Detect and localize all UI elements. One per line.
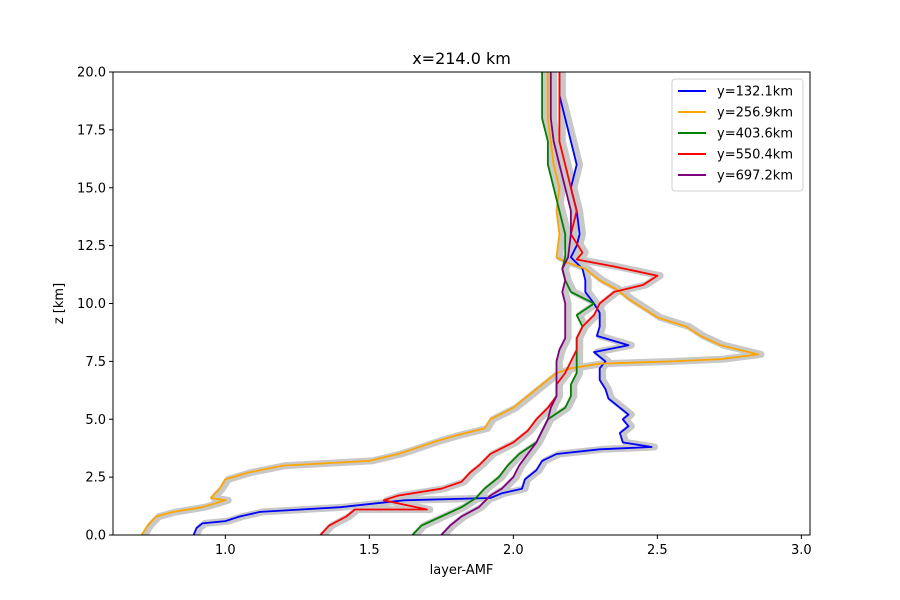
y-tick-label: 2.5: [85, 471, 106, 486]
y-tick-label: 0.0: [85, 529, 106, 544]
series-line-3: [319, 72, 659, 535]
chart-title: x=214.0 km: [412, 49, 511, 68]
y-tick-label: 10.0: [77, 297, 106, 312]
uncertainty-band-3: [319, 72, 664, 535]
y-tick-label: 5.0: [85, 413, 106, 428]
series-line-1: [141, 72, 760, 535]
legend: y=132.1km y=256.9km y=403.6km y=550.4km y=69…: [671, 78, 804, 192]
legend-label: y=550.4km: [717, 148, 793, 163]
series-line-0: [192, 72, 653, 535]
y-tick-label: 17.5: [77, 123, 106, 138]
x-tick-label: 3.0: [791, 543, 812, 558]
x-tick-label: 2.0: [503, 543, 524, 558]
y-tick-label: 20.0: [77, 66, 106, 81]
x-axis: 1.0 1.5 2.0 2.5 3.0: [215, 535, 812, 558]
legend-label: y=403.6km: [717, 127, 793, 142]
uncertainty-bands: [141, 72, 765, 535]
x-tick-label: 1.5: [359, 543, 380, 558]
legend-label: y=132.1km: [717, 85, 793, 100]
legend-frame: [671, 78, 804, 192]
y-tick-label: 15.0: [77, 181, 106, 196]
legend-label: y=697.2km: [717, 169, 793, 184]
uncertainty-band-0: [193, 72, 658, 535]
uncertainty-band-1: [141, 72, 765, 535]
legend-label: y=256.9km: [717, 106, 793, 121]
x-tick-label: 2.5: [647, 543, 668, 558]
y-tick-label: 7.5: [85, 355, 106, 370]
x-axis-label: layer-AMF: [430, 563, 494, 578]
uncertainty-band-4: [440, 72, 578, 535]
y-tick-label: 12.5: [77, 239, 106, 254]
series-line-2: [411, 72, 595, 535]
series-line-4: [440, 72, 572, 535]
series-lines: [141, 72, 760, 535]
y-axis: 0.0 2.5 5.0 7.5 10.0 12.5 15.0 17.5 20.0: [77, 66, 113, 544]
x-tick-label: 1.0: [215, 543, 236, 558]
y-axis-label: z [km]: [52, 283, 67, 324]
